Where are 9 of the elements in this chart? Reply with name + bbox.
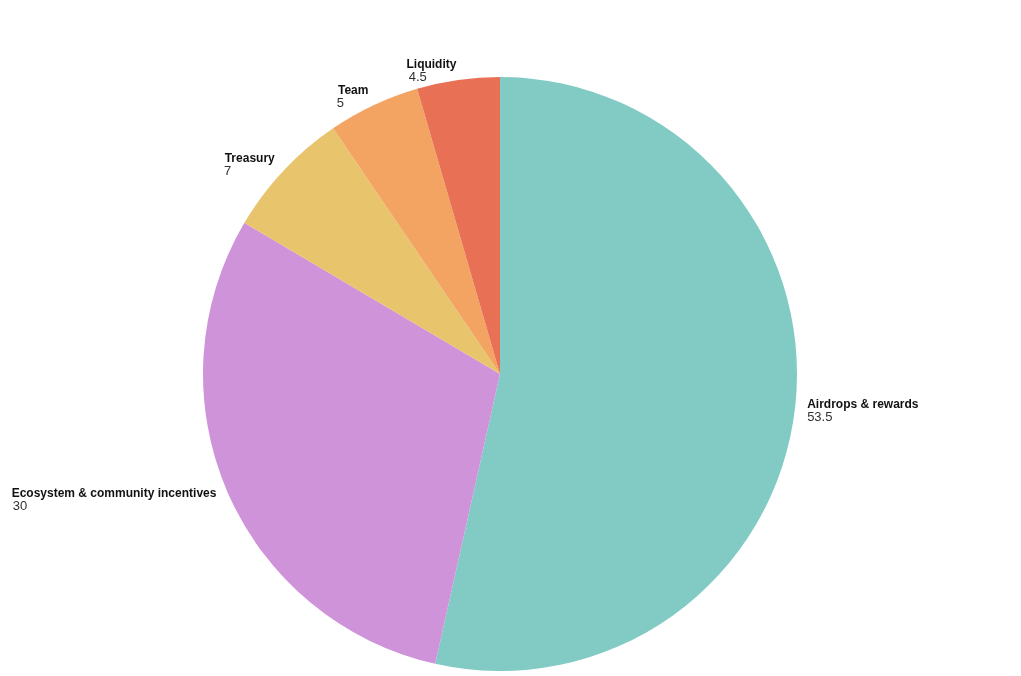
data-label: 30 bbox=[12, 497, 28, 513]
slice-label: Team bbox=[337, 83, 369, 98]
slice-label: Ecosystem & community incentives bbox=[11, 485, 217, 500]
data-label: 7 bbox=[223, 163, 232, 179]
slice-label: Treasury bbox=[224, 151, 276, 166]
slice-label: Airdrops & rewards bbox=[807, 396, 919, 411]
data-label: 5 bbox=[336, 95, 344, 111]
data-label: 53.5 bbox=[807, 408, 833, 424]
slice-label: Liquidity bbox=[406, 57, 457, 72]
